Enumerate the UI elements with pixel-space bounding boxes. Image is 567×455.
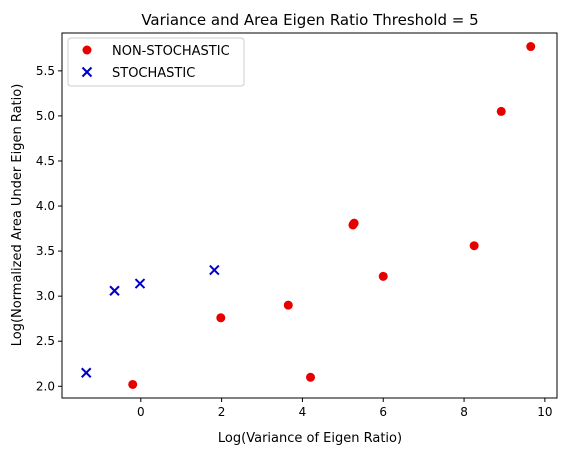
point-stochastic	[134, 278, 146, 289]
point-non-stochastic	[496, 106, 506, 116]
point-non-stochastic	[378, 271, 388, 281]
legend-marker-stochastic	[81, 66, 93, 78]
y-axis: 2.0 2.5 3.0 3.5 4.0 4.5 5.0 5.5	[36, 64, 62, 393]
point-stochastic	[109, 285, 120, 296]
legend-box	[67, 37, 245, 87]
y-tick-label: 4.0	[36, 199, 55, 213]
point-non-stochastic	[128, 379, 138, 389]
legend: NON-STOCHASTIC STOCHASTIC	[67, 37, 245, 87]
point-non-stochastic	[283, 300, 293, 310]
point-non-stochastic	[526, 42, 536, 52]
y-tick-label: 2.5	[36, 334, 55, 348]
legend-marker-non-stochastic	[82, 45, 92, 55]
point-stochastic	[81, 367, 92, 378]
point-non-stochastic	[306, 372, 316, 382]
x-tick-label: 10	[537, 405, 552, 419]
x-tick-label: 0	[137, 405, 145, 419]
x-tick-label: 6	[379, 405, 387, 419]
point-stochastic	[209, 264, 220, 276]
y-tick-label: 2.0	[36, 379, 55, 393]
plot-frame	[61, 32, 558, 399]
legend-label-non-stochastic: NON-STOCHASTIC	[112, 44, 230, 59]
x-axis: 0 2 4 6 8 10	[137, 398, 553, 419]
legend-label-stochastic: STOCHASTIC	[112, 66, 195, 81]
x-tick-label: 8	[460, 405, 468, 419]
chart-title: Variance and Area Eigen Ratio Threshold …	[141, 11, 478, 29]
y-axis-label: Log(Normalized Area Under Eigen Ratio)	[10, 84, 25, 347]
point-non-stochastic	[469, 241, 479, 251]
x-tick-label: 2	[218, 405, 226, 419]
point-non-stochastic	[216, 313, 226, 323]
y-tick-label: 3.0	[36, 289, 55, 303]
y-tick-label: 5.0	[36, 109, 55, 123]
x-axis-label: Log(Variance of Eigen Ratio)	[218, 431, 402, 446]
y-tick-label: 3.5	[36, 244, 55, 258]
point-non-stochastic	[349, 218, 359, 228]
y-tick-label: 4.5	[36, 154, 55, 168]
y-tick-label: 5.5	[36, 64, 55, 78]
x-tick-label: 4	[299, 405, 307, 419]
data-points	[81, 42, 536, 389]
